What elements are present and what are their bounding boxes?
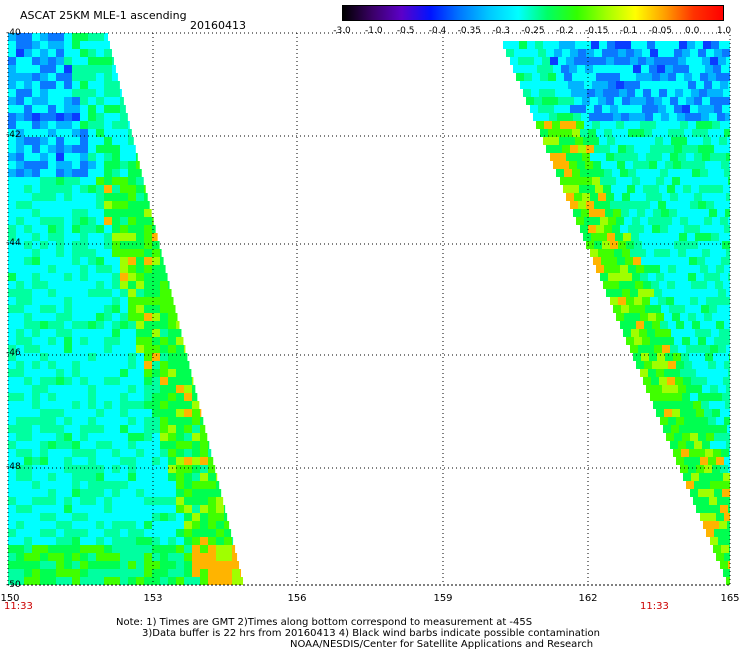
color-scale-tick-label: -0.2 [556, 26, 574, 36]
lat-label: -48 [6, 462, 21, 472]
lon-label: 150 [0, 593, 20, 604]
color-scale-tick-label: -0.25 [521, 26, 545, 36]
map-date: 20160413 [190, 19, 246, 32]
lon-label: 153 [143, 593, 163, 604]
color-scale-tick-label: -0.3 [492, 26, 510, 36]
lon-label: 162 [578, 593, 598, 604]
lat-label: -50 [6, 580, 21, 590]
lon-label: 165 [720, 593, 740, 604]
lon-label: 159 [433, 593, 453, 604]
lat-label: -40 [6, 28, 21, 38]
swath-cells [8, 33, 730, 585]
color-scale-tick-label: -0.4 [428, 26, 447, 36]
map-title: ASCAT 25KM MLE-1 ascending [20, 9, 187, 22]
lat-label: -46 [6, 348, 21, 358]
lat-label: -44 [6, 238, 21, 248]
time-right: 11:33 [640, 601, 669, 612]
color-scale-tick-label: 0.0 [684, 26, 700, 36]
color-scale-tick-label: -0.15 [585, 26, 609, 36]
color-scale-tick-label: -0.05 [648, 26, 672, 36]
color-scale-bar [342, 5, 724, 21]
map-frame [7, 32, 731, 586]
color-scale-tick-label: -0.35 [457, 26, 481, 36]
lat-label: -42 [6, 130, 21, 140]
color-scale-tick-label: -1.0 [365, 26, 383, 36]
note-line-3: NOAA/NESDIS/Center for Satellite Applica… [290, 639, 594, 650]
note-line-2: 3)Data buffer is 22 hrs from 20160413 4)… [142, 628, 600, 639]
color-scale-tick-label: 1.0 [716, 26, 732, 36]
color-scale-labels: -3.0 -1.0 -0.5 -0.4 -0.35 -0.3 -0.25 -0.2 -0.15-… [333, 26, 731, 38]
lon-label: 156 [287, 593, 307, 604]
color-scale-tick-label: -3.0 [333, 26, 351, 36]
color-scale-tick-label: -0.1 [619, 26, 638, 36]
color-scale-tick-label: -0.5 [396, 26, 415, 36]
time-left: 11:33 [4, 601, 33, 612]
note-line-1: Note: 1) Times are GMT 2)Times along bot… [116, 617, 533, 628]
